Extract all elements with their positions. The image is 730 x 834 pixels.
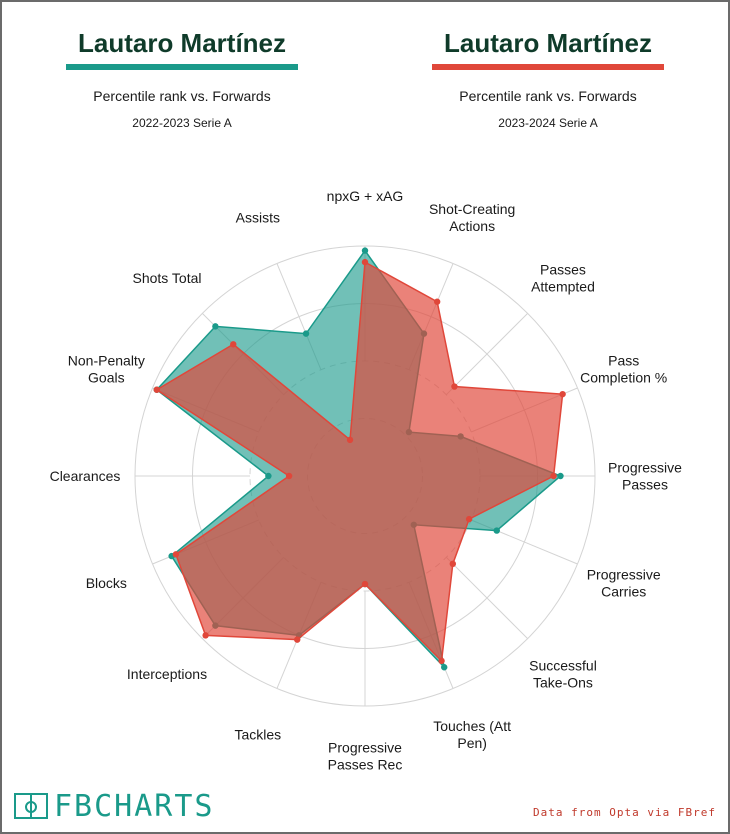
axis-label: Shot-Creating Actions <box>429 201 515 234</box>
series-point-1 <box>361 258 369 266</box>
series-point-0 <box>302 330 310 337</box>
axis-label: Successful Take-Ons <box>529 657 597 690</box>
series-point-0 <box>441 664 448 671</box>
series-point-1 <box>230 341 237 348</box>
series-point-1 <box>172 551 180 558</box>
data-source: Data from Opta via FBref <box>533 806 716 819</box>
axis-label: npxG + xAG <box>327 188 404 204</box>
series-point-0 <box>212 323 219 330</box>
series-point-1 <box>438 657 445 665</box>
axis-label: Shots Total <box>133 270 202 286</box>
axis-label: Touches (Att Pen) <box>433 718 511 751</box>
axis-label: Non-Penalty Goals <box>68 352 145 385</box>
series-point-0 <box>493 527 500 534</box>
axis-label: Interceptions <box>127 666 207 682</box>
series-point-1 <box>346 436 354 444</box>
radar-spoke <box>445 313 528 396</box>
axis-label: Progressive Passes <box>608 460 682 493</box>
series-point-1 <box>550 472 557 480</box>
series-point-1 <box>433 298 441 305</box>
fbcharts-logo: FBCHARTS <box>14 788 215 824</box>
series-point-1 <box>202 632 209 639</box>
series-point-1 <box>449 560 457 568</box>
left-season: 2022-2023 Serie A <box>132 116 232 130</box>
left-player-name: Lautaro Martínez <box>77 28 287 58</box>
axis-label: Passes Attempted <box>531 262 595 295</box>
series-point-1 <box>294 636 301 643</box>
series-point-0 <box>265 472 272 480</box>
axis-label: Pass Completion % <box>580 352 667 385</box>
axis-label: Tackles <box>235 727 282 743</box>
series-point-1 <box>465 515 473 523</box>
series-area-1 <box>155 260 564 663</box>
radar-spoke <box>445 556 528 639</box>
logo-text: FBCHARTS <box>54 788 215 824</box>
series-point-1 <box>451 383 458 390</box>
series-point-1 <box>361 580 369 588</box>
right-title-underline <box>432 64 664 70</box>
right-subtitle: Percentile rank vs. Forwards <box>459 88 637 104</box>
series-point-0 <box>557 472 564 480</box>
axis-label: Blocks <box>86 575 127 591</box>
left-subtitle: Percentile rank vs. Forwards <box>93 88 271 104</box>
right-player-name: Lautaro Martínez <box>443 28 653 58</box>
series-point-1 <box>153 386 160 393</box>
axis-label: Progressive Passes Rec <box>328 740 403 773</box>
series-point-1 <box>285 472 293 480</box>
right-season: 2023-2024 Serie A <box>498 116 598 130</box>
series-point-1 <box>559 390 566 398</box>
axis-label: Progressive Carries <box>587 567 661 600</box>
axis-label: Assists <box>236 209 280 225</box>
pitch-icon <box>14 793 48 819</box>
left-title-underline <box>66 64 298 70</box>
axis-label: Clearances <box>50 468 121 484</box>
series-point-0 <box>361 247 369 254</box>
